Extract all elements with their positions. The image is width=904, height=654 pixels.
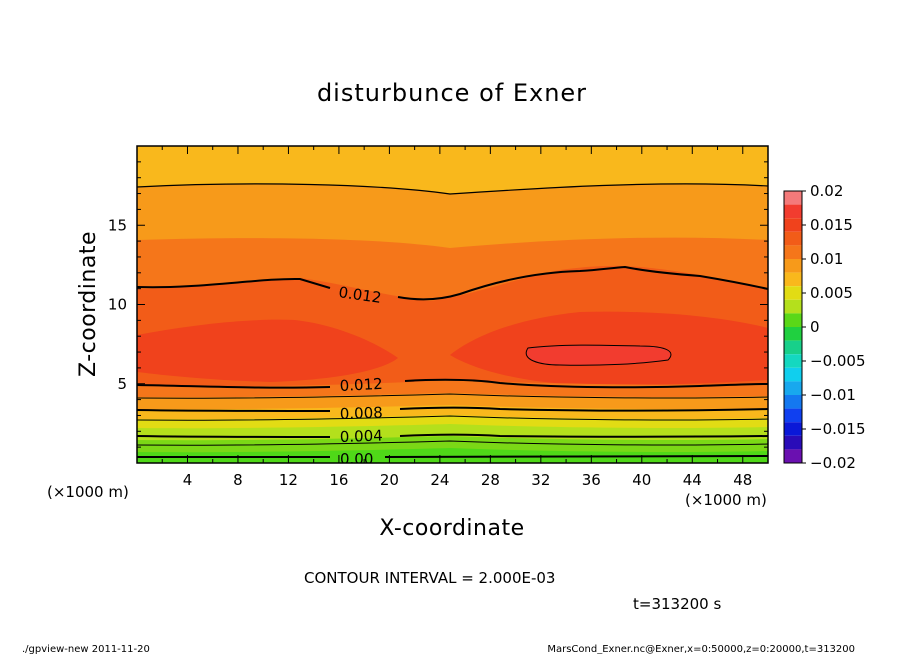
band-0.018-peak — [525, 344, 672, 366]
colorbar-tick-label: −0.02 — [810, 454, 856, 472]
colorbar-band — [784, 204, 802, 219]
x-tick-label: 24 — [430, 471, 449, 489]
colorbar-band — [784, 191, 802, 205]
colorbar-tick-label: 0.02 — [810, 182, 843, 200]
contour-line-0.004 — [137, 433, 768, 438]
contour-line-0.010-lower — [137, 393, 768, 399]
time-text: t=313200 s — [633, 595, 721, 613]
contour-line-0.000 — [137, 455, 768, 459]
contour-line-0.008 — [137, 406, 768, 412]
colorbar-tick-label: 0.01 — [810, 250, 843, 268]
y-axis-title: Z-coordinate — [76, 231, 101, 377]
contour-label: 0.012 — [339, 375, 383, 395]
colorbar-band — [784, 367, 802, 382]
colorbar-band — [784, 245, 802, 259]
footer-left: ./gpview-new 2011-11-20 — [22, 644, 150, 654]
contour-line-0.002 — [137, 440, 768, 446]
contour-line-0.006 — [137, 415, 768, 421]
contour-labels: 0.012 0.012 0.008 0.004 0.00 — [337, 283, 384, 468]
x-axis: 4 8 12 16 20 24 28 32 36 40 44 48 — [136, 146, 769, 489]
footer-right: MarsCond_Exner.nc@Exner,x=0:50000,z=0:20… — [547, 644, 855, 654]
x-tick-label: 36 — [582, 471, 601, 489]
band-0.000-lower — [137, 448, 768, 463]
x-tick-label: 32 — [531, 471, 550, 489]
contour-line-0.012-upper — [137, 265, 768, 301]
colorbar-band — [784, 259, 802, 273]
x-tick-label: 20 — [380, 471, 399, 489]
y-tick-label: 10 — [108, 296, 127, 314]
band-0.016-left — [137, 319, 398, 382]
colorbar-band — [784, 381, 802, 395]
contour-label: 0.00 — [340, 450, 373, 468]
y-tick-label: 5 — [117, 375, 127, 393]
colorbar-band — [784, 449, 802, 463]
colorbar-tick-label: −0.01 — [810, 386, 856, 404]
colorbar-band — [784, 272, 802, 287]
plot-area: 0.012 0.012 0.008 0.004 0.00 — [137, 146, 768, 468]
colorbar-band — [784, 218, 802, 232]
x-tick-label: 28 — [481, 471, 500, 489]
contour-line-0.010-top — [137, 183, 768, 195]
contour-lines — [137, 183, 768, 459]
colorbar-band — [784, 340, 802, 355]
colorbar-band — [784, 422, 802, 436]
x-tick-label: 8 — [233, 471, 243, 489]
colorbar-band — [784, 354, 802, 368]
x-tick-label: 40 — [632, 471, 651, 489]
colorbar-band — [784, 286, 802, 300]
y-tick-label: 15 — [108, 216, 127, 234]
x-tick-label: 16 — [329, 471, 348, 489]
x-tick-label: 12 — [279, 471, 298, 489]
chart-title: disturbunce of Exner — [317, 79, 587, 107]
colorbar-band — [784, 313, 802, 327]
contour-interval-text: CONTOUR INTERVAL = 2.000E-03 — [304, 569, 555, 587]
colorbar-tick-label: 0.015 — [810, 216, 853, 234]
x-tick-label: 48 — [733, 471, 752, 489]
colorbar-tick-label: 0.005 — [810, 284, 853, 302]
colorbar-tick-label: −0.005 — [810, 352, 866, 370]
colorbar-band — [784, 435, 802, 450]
colorbar-band — [784, 231, 802, 246]
colorbar: 0.02 0.015 0.01 0.005 0 −0.005 −0.01 −0.015 −0.0… — [783, 182, 866, 472]
colorbar-band — [784, 395, 802, 409]
colorbar-tick-label: −0.015 — [810, 420, 866, 438]
colorbar-band — [784, 408, 802, 423]
x-unit-right: (×1000 m) — [685, 491, 767, 509]
contour-label: 0.008 — [340, 404, 384, 423]
x-axis-title: X-coordinate — [379, 516, 524, 541]
x-unit-left: (×1000 m) — [47, 483, 129, 501]
colorbar-tick-label: 0 — [810, 318, 820, 336]
contour-line-0.012-lower — [137, 378, 768, 389]
contour-label: 0.004 — [340, 427, 384, 446]
y-axis: 5 10 15 — [108, 145, 768, 464]
colorbar-band — [784, 299, 802, 314]
x-tick-label: 4 — [183, 471, 193, 489]
x-tick-label: 44 — [683, 471, 702, 489]
contour-label: 0.012 — [337, 283, 382, 307]
colorbar-band — [784, 327, 802, 341]
